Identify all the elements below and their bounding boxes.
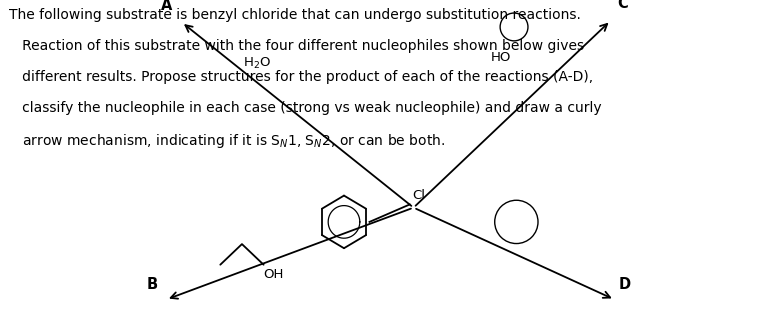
Text: B: B [147, 277, 158, 292]
Text: classify the nucleophile in each case (strong vs weak nucleophile) and draw a cu: classify the nucleophile in each case (s… [9, 101, 602, 115]
Text: C: C [617, 0, 628, 11]
Text: H$_2$O: H$_2$O [243, 56, 271, 71]
Text: Reaction of this substrate with the four different nucleophiles shown below give: Reaction of this substrate with the four… [9, 39, 584, 53]
Text: A: A [161, 0, 172, 13]
Text: arrow mechanism, indicating if it is S$_N$1, S$_N$2, or can be both.: arrow mechanism, indicating if it is S$_… [9, 132, 445, 150]
Text: HO: HO [491, 50, 511, 64]
Text: different results. Propose structures for the product of each of the reactions (: different results. Propose structures fo… [9, 70, 594, 84]
Text: D: D [618, 277, 631, 292]
Text: Cl: Cl [412, 189, 425, 202]
Text: OH: OH [264, 268, 284, 281]
Text: The following substrate is benzyl chloride that can undergo substitution reactio: The following substrate is benzyl chlori… [9, 8, 581, 22]
